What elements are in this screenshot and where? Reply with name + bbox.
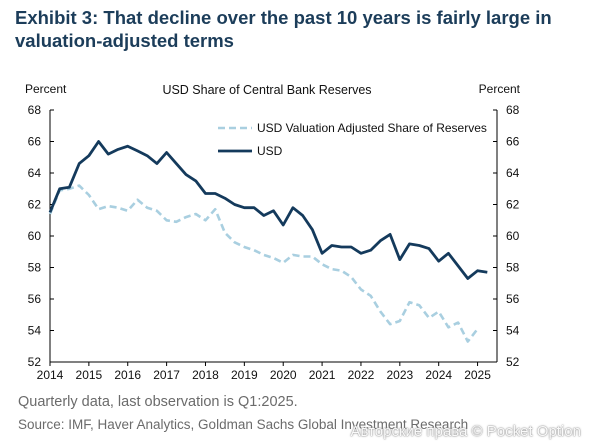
y-tick-label-right: 52 [506, 355, 520, 369]
chart-title: USD Share of Central Bank Reserves [162, 83, 371, 97]
y-axis-label-left: Percent [25, 82, 67, 96]
x-tick-label: 2018 [192, 368, 219, 382]
x-tick-label: 2015 [76, 368, 103, 382]
y-tick-label-left: 58 [28, 261, 42, 275]
x-tick-label: 2023 [386, 368, 413, 382]
exhibit-title: Exhibit 3: That decline over the past 10… [15, 7, 552, 51]
y-tick-label-left: 68 [28, 103, 42, 117]
y-tick-labels-left: 52 54 56 58 60 62 64 66 68 [28, 103, 42, 369]
series-layer [48, 140, 488, 343]
y-tick-label-right: 60 [506, 229, 520, 243]
legend-label-usd: USD [257, 144, 283, 158]
chart-axes [49, 109, 498, 366]
y-tick-label-right: 56 [506, 292, 520, 306]
legend-label-adjusted: USD Valuation Adjusted Share of Reserves [257, 121, 487, 135]
y-tick-label-right: 58 [506, 261, 520, 275]
y-tick-label-right: 62 [506, 198, 520, 212]
watermark: Авторские права © Pocket Option [350, 423, 581, 440]
y-tick-label-left: 56 [28, 292, 42, 306]
x-tick-label: 2025 [464, 368, 491, 382]
y-axis-label-right: Percent [479, 82, 521, 96]
legend: USD Valuation Adjusted Share of Reserves… [218, 121, 487, 158]
y-tick-label-left: 54 [28, 324, 42, 338]
source-note: Source: IMF, Haver Analytics, Goldman Sa… [18, 417, 469, 432]
x-tick-label: 2020 [270, 368, 297, 382]
series-line-usd [48, 140, 488, 280]
x-tick-label: 2016 [114, 368, 141, 382]
x-tick-label: 2014 [37, 368, 64, 382]
y-tick-label-right: 66 [506, 135, 520, 149]
x-tick-label: 2024 [425, 368, 452, 382]
y-tick-label-right: 64 [506, 166, 520, 180]
y-tick-label-right: 68 [506, 103, 520, 117]
y-tick-label-left: 62 [28, 198, 42, 212]
y-tick-label-left: 66 [28, 135, 42, 149]
footnote: Quarterly data, last observation is Q1:2… [18, 394, 298, 410]
y-tick-label-right: 54 [506, 324, 520, 338]
y-tick-labels-right: 52 54 56 58 60 62 64 66 68 [506, 103, 520, 369]
x-tick-label: 2019 [231, 368, 258, 382]
y-tick-label-left: 52 [28, 355, 42, 369]
y-tick-label-left: 64 [28, 166, 42, 180]
x-tick-labels: 2014 2015 2016 2017 2018 2019 2020 2021 2022 2023… [37, 368, 492, 382]
x-tick-label: 2021 [309, 368, 336, 382]
x-tick-label: 2017 [153, 368, 180, 382]
series-line-adjusted [48, 184, 479, 343]
x-tick-label: 2022 [348, 368, 375, 382]
y-tick-label-left: 60 [28, 229, 42, 243]
